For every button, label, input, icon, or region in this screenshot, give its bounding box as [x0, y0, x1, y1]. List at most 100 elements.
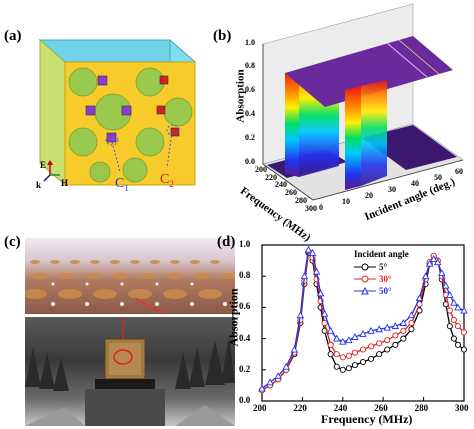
surface-angle-tick: 0 — [319, 203, 323, 212]
data-point — [400, 327, 407, 334]
surface-angle-tick: 60 — [455, 167, 463, 176]
data-point — [454, 341, 461, 348]
data-point — [415, 294, 424, 301]
data-point — [351, 349, 358, 356]
y-tick-label: 0.4 — [239, 332, 251, 343]
legend-swatch-5 — [354, 263, 376, 271]
data-point — [300, 272, 309, 280]
y-tick-label: 0.2 — [239, 363, 251, 374]
data-point — [460, 346, 468, 353]
surface-freq-tick: 200 — [255, 165, 267, 174]
x-tick-label: 200 — [253, 403, 267, 413]
legend-label: 30° — [379, 274, 392, 284]
legend-title: Incident angle — [354, 249, 409, 259]
data-point — [399, 319, 408, 326]
panel-a: (a) — [0, 0, 237, 214]
data-point — [392, 341, 399, 348]
data-point — [351, 333, 359, 340]
data-point — [376, 351, 383, 358]
data-point — [450, 298, 458, 306]
data-point — [359, 346, 367, 353]
data-point — [368, 355, 375, 362]
c2-label: C2 — [160, 172, 174, 189]
data-point — [339, 337, 347, 345]
panel-c-label: (c) — [4, 234, 21, 250]
data-point — [375, 325, 383, 333]
surface-z-tick: 0.8 — [245, 61, 255, 70]
panel-c: (c) — [0, 232, 237, 429]
data-point — [339, 366, 346, 373]
data-point — [446, 323, 453, 330]
data-point — [339, 354, 346, 361]
legend-label: 5° — [379, 262, 388, 272]
data-point — [450, 335, 457, 342]
data-point — [442, 281, 450, 289]
data-point — [384, 337, 391, 344]
data-point — [345, 365, 352, 372]
legend-item: 30° — [354, 273, 434, 285]
y-tick-label: 0.6 — [239, 301, 251, 312]
data-point — [351, 362, 358, 369]
legend-label: 50° — [379, 286, 392, 296]
data-point — [454, 323, 461, 330]
surface-z-tick: 0.6 — [245, 85, 255, 94]
data-point — [438, 269, 446, 277]
data-point — [333, 363, 340, 370]
tick-marks — [261, 244, 465, 402]
data-point — [308, 248, 317, 256]
data-point — [400, 335, 407, 342]
y-tick-label: 0.0 — [239, 395, 251, 405]
data-point — [454, 303, 462, 311]
data-point — [421, 272, 430, 280]
data-point — [359, 358, 367, 366]
data-point — [384, 346, 391, 353]
surface-angle-tick: 40 — [411, 179, 419, 188]
legend-item: 5° — [354, 261, 434, 273]
panel-d: (d) 0.0 0.2 0.4 0.6 0.8 1.0 200 220 240 260 280 30… — [217, 232, 474, 429]
data-point — [316, 289, 325, 297]
y-axis-label: Absorption — [226, 288, 241, 347]
data-point — [425, 259, 434, 267]
y-tick-label: 0.8 — [239, 270, 251, 281]
surface-freq-tick: 260 — [285, 188, 297, 197]
surface-freq-tick: 240 — [275, 180, 287, 189]
surface-freq-tick: 300 — [305, 204, 317, 213]
c1-label: C1 — [115, 176, 129, 193]
panel-a-label: (a) — [4, 28, 22, 44]
data-point — [383, 323, 391, 331]
surface-freq-tick: 220 — [265, 173, 277, 182]
metasurface-schematic — [38, 38, 197, 187]
data-point — [333, 351, 340, 358]
legend-swatch-30 — [354, 275, 376, 283]
panel-b-label: (b) — [213, 28, 232, 44]
legend-item: 50° — [354, 285, 434, 297]
data-point — [296, 311, 305, 319]
legend-swatch-50 — [354, 286, 376, 295]
data-point — [408, 326, 415, 333]
absorption-line-chart — [258, 244, 468, 402]
chamber-photo — [25, 317, 235, 426]
data-point — [460, 306, 468, 314]
data-point — [326, 326, 335, 334]
data-point — [274, 372, 282, 379]
data-point — [376, 340, 383, 347]
sample-photo — [25, 238, 235, 314]
data-point — [392, 332, 399, 339]
x-tick-label: 300 — [455, 403, 469, 413]
x-tick-label: 220 — [293, 403, 307, 413]
data-point — [408, 319, 415, 327]
surface-z-tick: 0.2 — [245, 133, 255, 142]
data-point — [290, 345, 299, 353]
data-point — [345, 352, 352, 359]
data-point — [282, 362, 290, 370]
surface-z-tick: 1.0 — [245, 38, 255, 47]
surface-z-label: Absorption — [234, 69, 247, 123]
data-point — [433, 258, 442, 266]
panel-d-label: (d) — [217, 234, 236, 250]
x-tick-label: 240 — [333, 403, 348, 413]
plot-frame — [261, 244, 465, 402]
data-point — [312, 267, 321, 275]
data-point — [332, 334, 341, 342]
data-point — [359, 329, 367, 337]
data-point — [266, 378, 274, 386]
